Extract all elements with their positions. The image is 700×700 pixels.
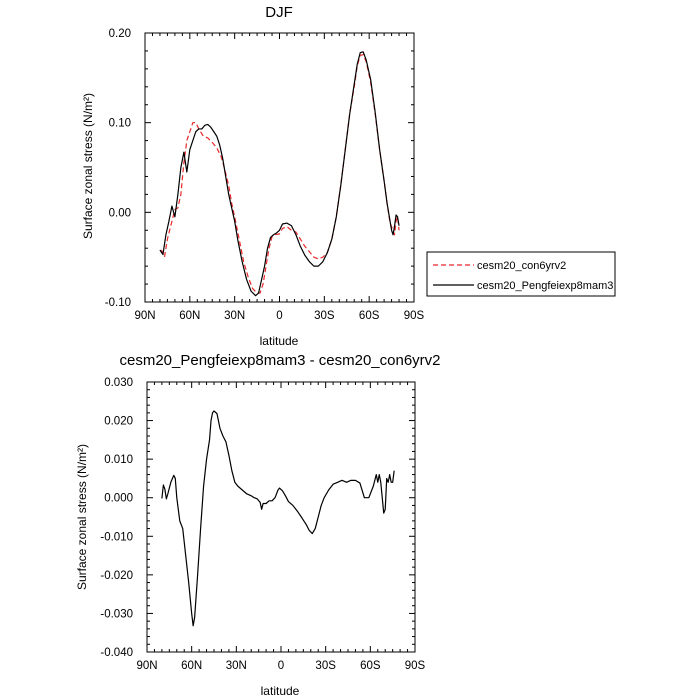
- legend: cesm20_con6yrv2 cesm20_Pengfeiexp8mam3: [426, 251, 616, 297]
- x-tick-label: 0: [276, 310, 282, 322]
- x-tick-label: 90S: [404, 310, 425, 322]
- x-tick-label: 60N: [179, 310, 200, 322]
- bottom-chart-panel: cesm20_Pengfeiexp8mam3 - cesm20_con6yrv2…: [75, 352, 441, 698]
- y-tick-label: -0.010: [100, 531, 133, 543]
- y-tick-label: -0.10: [105, 297, 131, 309]
- y-tick-label: 0.020: [104, 416, 133, 428]
- y-tick-label: -0.020: [100, 570, 133, 582]
- legend-label-con6yrv2: cesm20_con6yrv2: [477, 260, 566, 272]
- bottom-chart-frame: [146, 381, 416, 653]
- x-tick-label: 30N: [226, 660, 247, 672]
- y-tick-label: 0.00: [109, 207, 131, 219]
- x-tick-label: 30S: [314, 310, 335, 322]
- y-tick-label: 0.20: [109, 28, 131, 40]
- bottom-chart-ylabel: Surface zonal stress (N/m²): [75, 444, 89, 590]
- series-line-cesm20_con6yrv2: [160, 53, 400, 294]
- y-tick-label: 0.10: [109, 118, 131, 130]
- bottom-chart-title: cesm20_Pengfeiexp8mam3 - cesm20_con6yrv2: [120, 352, 441, 369]
- y-tick-label: -0.030: [100, 608, 133, 620]
- bottom-chart-xlabel: latitude: [261, 684, 300, 698]
- x-tick-label: 90N: [134, 310, 155, 322]
- x-tick-label: 0: [278, 660, 284, 672]
- series-line-series-0: [161, 410, 395, 627]
- top-chart-panel: DJF 90N 60N 30N 0 30S 60S 90S -0.10 0.00 0.10 0.20…: [81, 4, 425, 348]
- legend-box: [426, 251, 616, 297]
- x-tick-label: 90N: [136, 660, 157, 672]
- y-tick-label: 0.000: [104, 493, 133, 505]
- x-tick-label: 30S: [315, 660, 336, 672]
- top-chart-title: DJF: [265, 4, 293, 21]
- top-chart-ylabel: Surface zonal stress (N/m²): [81, 93, 95, 239]
- x-tick-label: 30N: [224, 310, 245, 322]
- y-tick-label: 0.010: [104, 454, 133, 466]
- y-tick-label: 0.030: [104, 377, 133, 389]
- legend-label-pengfei: cesm20_Pengfeiexp8mam3: [477, 280, 613, 292]
- series-line-cesm20_Pengfeiexp8mam3: [159, 51, 400, 297]
- x-tick-label: 90S: [405, 660, 426, 672]
- y-tick-label: -0.040: [100, 647, 133, 659]
- top-chart-frame: [144, 32, 415, 303]
- x-tick-label: 60S: [359, 310, 380, 322]
- x-tick-label: 60S: [360, 660, 381, 672]
- x-tick-label: 60N: [181, 660, 202, 672]
- top-chart-xlabel: latitude: [260, 334, 299, 348]
